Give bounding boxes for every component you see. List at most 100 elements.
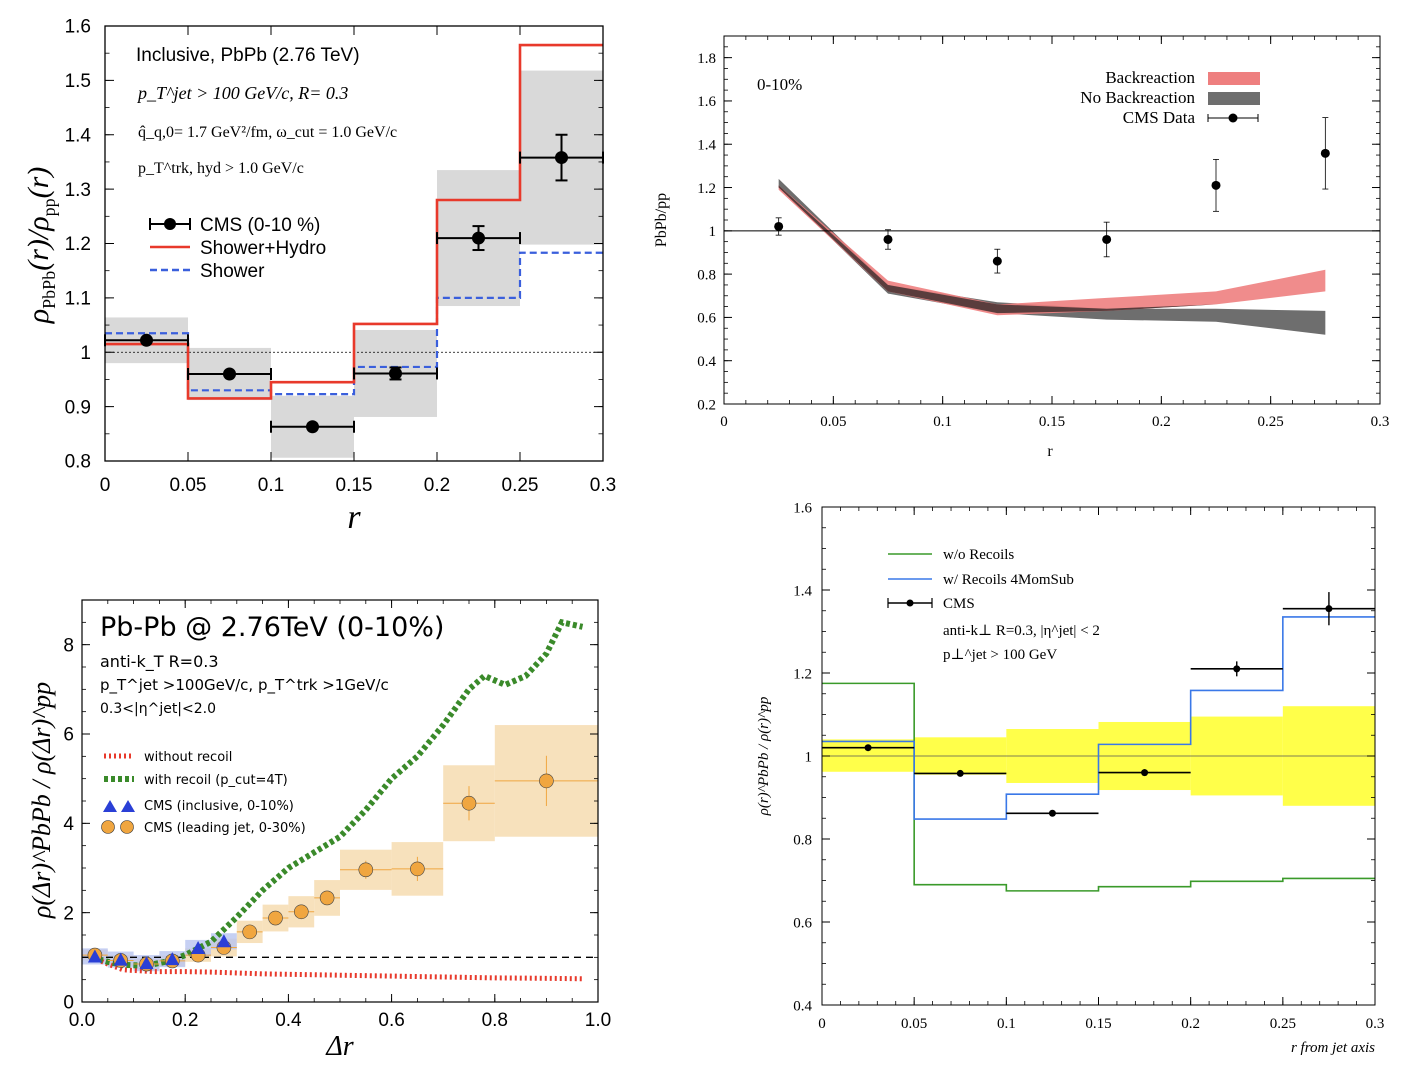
br-legend-w-recoils-label: w/ Recoils 4MomSub (943, 572, 1074, 588)
tl-y-axis-label: ρPbPb(r)/ρpp(r) (22, 167, 59, 324)
br-y-axis-label: ρ(r)^PbPb / ρ(r)^pp (756, 696, 772, 816)
tl-legend-cms-label: CMS (0-10 %) (200, 215, 320, 236)
bl-y-axis-label: ρ(Δr)^PbPb / ρ(Δr)^pp (27, 682, 56, 919)
tr-cms-point (992, 256, 1002, 266)
y-tick-label: 2 (63, 903, 74, 924)
y-tick-label: 6 (63, 725, 74, 746)
x-tick-label: 0.05 (820, 414, 846, 430)
x-tick-label: 0.3 (590, 475, 616, 496)
x-tick-label: 0.05 (170, 475, 207, 496)
br-legend: w/o Recoils w/ Recoils 4MomSub CMS (887, 547, 1074, 612)
y-tick-label: 0.9 (65, 397, 91, 418)
bl-x-axis-label: Δr (325, 1031, 353, 1062)
bl-leading-point (461, 795, 477, 811)
tr-legend-cmsdata-label: CMS Data (1123, 108, 1196, 127)
tr-legend-nobackreaction-label: No Backreaction (1080, 88, 1195, 107)
tr-legend-backreaction-swatch (1208, 72, 1260, 85)
tl-cms-point (306, 420, 319, 434)
tr-centrality-label: 0-10% (757, 75, 802, 94)
tr-legend-cmsdata-marker (1228, 113, 1238, 123)
x-tick-label: 0.15 (1085, 1016, 1111, 1032)
y-tick-label: 8 (63, 635, 74, 656)
tl-annotation-2: p_T^jet > 100 GeV/c, R= 0.3 (136, 83, 348, 103)
tl-axis-ticks: 0 0.05 0.1 0.15 0.2 0.25 0.3 0.8 0.9 1 1.1 1.2 1.3 1.… (65, 17, 617, 496)
chart-bottom-left: 0.0 0.2 0.4 0.6 0.8 1.0 0 2 4 6 8 Pb-Pb @ 2.76TeV … (27, 599, 611, 1062)
x-tick-label: 0 (818, 1016, 826, 1032)
tr-legend: Backreaction No Backreaction CMS Data (1080, 68, 1260, 127)
bl-legend-cms-leading-label: CMS (leading jet, 0-30%) (144, 821, 306, 836)
y-tick-label: 0 (63, 993, 74, 1014)
br-x-axis-label: r from jet axis (1291, 1040, 1375, 1056)
x-tick-label: 0.3 (1366, 1016, 1385, 1032)
x-tick-label: 0 (100, 475, 111, 496)
tr-cms-point (774, 221, 784, 231)
tr-bands (724, 178, 1380, 335)
tl-annotation-1: Inclusive, PbPb (2.76 TeV) (136, 45, 360, 66)
tr-axis-ticks: 0 0.05 0.1 0.15 0.2 0.25 0.3 0.2 0.4 0.6 0.8 1 1.2 1.… (697, 35, 1390, 430)
tl-legend-shower-hydro-label: Shower+Hydro (200, 238, 326, 259)
tr-legend-nobackreaction-swatch (1208, 92, 1260, 105)
br-legend-cms-marker (906, 599, 914, 607)
x-tick-label: 0.0 (69, 1010, 95, 1031)
bl-legend-circ-1 (101, 820, 115, 834)
br-cms-point (1233, 665, 1241, 673)
tr-cms-points (774, 117, 1330, 274)
tl-cms-points (104, 133, 604, 434)
x-tick-label: 0.4 (275, 1010, 302, 1031)
y-tick-label: 1.2 (793, 666, 812, 682)
y-tick-label: 1.4 (65, 125, 92, 146)
y-tick-label: 1.4 (697, 137, 716, 153)
bl-legend-tri-1 (103, 800, 117, 812)
y-tick-label: 1.4 (793, 583, 812, 599)
bl-leading-point (410, 861, 425, 877)
bl-inclusive-point (216, 934, 231, 948)
bl-cms-points (82, 755, 598, 972)
x-tick-label: 0.3 (1371, 414, 1390, 430)
br-cms-points (822, 592, 1375, 817)
y-tick-label: 1.1 (65, 289, 91, 310)
br-cms-point (1048, 809, 1056, 817)
tl-legend-cms-marker (164, 218, 176, 230)
y-tick-label: 1.5 (65, 71, 91, 92)
x-tick-label: 0.8 (482, 1010, 508, 1031)
bl-legend-with-recoil-label: with recoil (p_cut=4T) (144, 773, 288, 788)
y-tick-label: 0.8 (697, 267, 716, 283)
tl-x-axis-label: r (347, 499, 361, 536)
chart-bottom-right: 0 0.05 0.1 0.15 0.2 0.25 0.3 0.4 0.6 0.8 1 1.2 1.4 1.… (756, 500, 1384, 1056)
bl-inclusive-point (139, 956, 154, 970)
x-tick-label: 0.2 (1152, 414, 1171, 430)
x-tick-label: 0.6 (378, 1010, 404, 1031)
x-tick-label: 0.2 (424, 475, 450, 496)
y-tick-label: 1.8 (697, 51, 716, 67)
bl-leading-point (539, 773, 554, 789)
x-tick-label: 0.25 (502, 475, 539, 496)
y-tick-label: 0.2 (697, 397, 716, 413)
tl-cms-point (140, 333, 153, 347)
y-tick-label: 1.3 (65, 180, 91, 201)
y-tick-label: 1.2 (697, 181, 716, 197)
bl-legend-cms-inclusive-label: CMS (inclusive, 0-10%) (144, 799, 294, 814)
tr-cms-point (1211, 180, 1221, 190)
bl-without-recoil-curve (91, 955, 583, 982)
bl-leading-point (293, 904, 309, 920)
bl-legend: without recoil with recoil (p_cut=4T) CM… (101, 750, 306, 836)
bl-annotation-3: 0.3<|η^jet|<2.0 (100, 701, 216, 717)
tl-lines (105, 43, 603, 400)
bl-legend-tri-2 (121, 800, 135, 812)
br-cms-point (1141, 769, 1149, 777)
br-cms-point (864, 744, 872, 752)
bl-leading-point (242, 924, 257, 940)
br-cms-point (1325, 605, 1333, 613)
tl-cms-point (223, 367, 236, 381)
bl-axis-ticks: 0.0 0.2 0.4 0.6 0.8 1.0 0 2 4 6 8 (63, 599, 611, 1031)
bl-inclusive-point (191, 940, 206, 954)
x-tick-label: 0.2 (1181, 1016, 1200, 1032)
x-tick-label: 0.05 (901, 1016, 927, 1032)
x-tick-label: 0.25 (1270, 1016, 1296, 1032)
y-tick-label: 1.6 (697, 94, 716, 110)
x-tick-label: 0.15 (1039, 414, 1065, 430)
tr-y-axis-label: PbPb/pp (653, 193, 670, 247)
tr-cms-point (1102, 234, 1112, 244)
bl-leading-point (268, 910, 283, 926)
